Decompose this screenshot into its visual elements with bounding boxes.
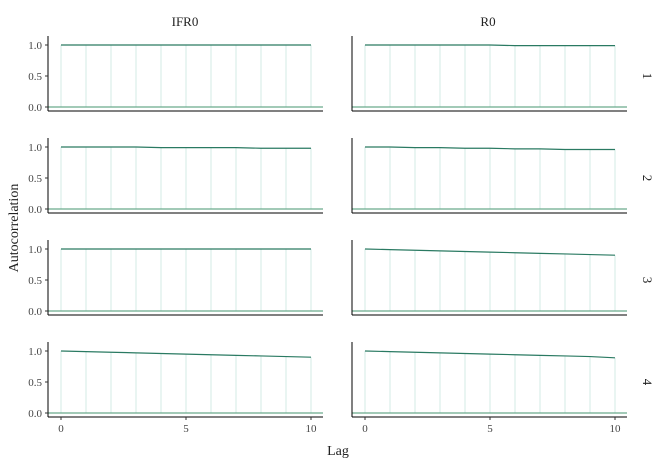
panel-ifr0-1: 0.0 0.5 1.0 <box>28 36 323 114</box>
acf-line <box>364 350 616 359</box>
x-tick-label: 0 <box>58 423 64 435</box>
panels-layer: 0.0 0.5 1.0 0.0 0.5 1.0 0.0 0.5 1.0 0.0 0.5 1.0 0 5 10… <box>28 36 627 435</box>
panel-r0-2 <box>351 138 627 214</box>
x-axis-label: Lag <box>327 444 349 459</box>
x-tick-label: 5 <box>487 423 493 435</box>
y-tick-label: 1.0 <box>28 142 42 154</box>
row-label-3: 3 <box>640 277 655 284</box>
acf-line <box>365 146 615 151</box>
x-tick-label: 10 <box>610 423 622 435</box>
y-tick-label: 1.0 <box>28 346 42 358</box>
acf-line <box>365 44 615 47</box>
panel-r0-3 <box>351 240 627 316</box>
acf-line <box>61 146 311 149</box>
y-tick-label: 1.0 <box>28 40 42 52</box>
panel-ifr0-2: 0.0 0.5 1.0 <box>28 138 323 216</box>
panel-r0-4: 0 5 10 <box>351 342 627 435</box>
y-tick-label: 0.5 <box>28 377 42 389</box>
y-tick-label: 0.0 <box>28 306 42 318</box>
row-label-4: 4 <box>640 379 655 386</box>
panel-ifr0-3: 0.0 0.5 1.0 <box>28 240 323 318</box>
x-tick-label: 5 <box>183 423 189 435</box>
y-tick-label: 0.5 <box>28 275 42 287</box>
y-tick-label: 0.0 <box>28 102 42 114</box>
row-label-2: 2 <box>640 175 655 182</box>
y-tick-label: 0.0 <box>28 204 42 216</box>
acf-line <box>364 248 616 256</box>
y-tick-label: 0.0 <box>28 408 42 420</box>
x-tick-label: 0 <box>362 423 368 435</box>
panel-r0-1 <box>351 36 627 112</box>
y-tick-label: 0.5 <box>28 71 42 83</box>
col-label-ifr0: IFR0 <box>172 14 199 29</box>
col-label-r0: R0 <box>480 14 495 29</box>
y-tick-label: 1.0 <box>28 244 42 256</box>
acf-line <box>60 350 312 358</box>
y-tick-label: 0.5 <box>28 173 42 185</box>
row-label-1: 1 <box>640 73 655 80</box>
y-axis-label: Autocorrelation <box>7 184 22 273</box>
panel-ifr0-4: 0.0 0.5 1.0 0 5 10 <box>28 342 323 435</box>
x-tick-label: 10 <box>306 423 318 435</box>
